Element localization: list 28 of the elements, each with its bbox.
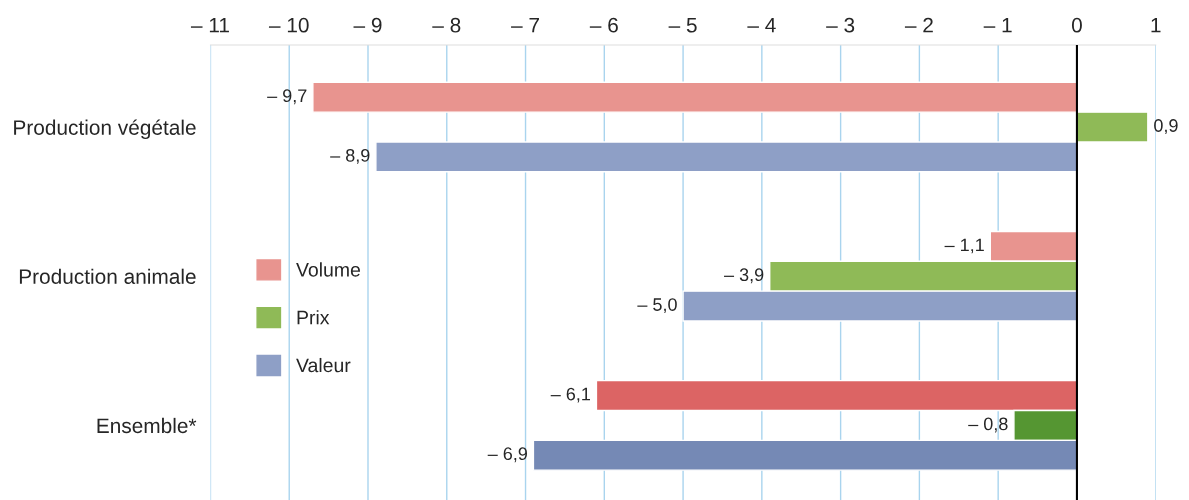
y-tick-label: Ensemble* [97,417,197,434]
x-tick-label: – 2 [904,17,933,33]
data-label: – 6,1 [550,387,590,403]
data-label: – 6,9 [487,447,528,463]
x-tick-label: – 10 [268,17,309,33]
data-label: – 1,1 [944,238,984,254]
x-tick-label: – 6 [589,17,618,33]
y-tick-label: Production végétale [14,119,196,140]
x-tick-label: – 4 [747,18,776,33]
legend-label: Prix [297,310,330,325]
legend-label: Volume [296,262,360,277]
x-tick-label: – 8 [432,17,461,33]
legend-label: Valeur [296,357,351,373]
y-tick-label: Production animale [19,268,196,284]
data-label: – 5,0 [637,298,677,314]
data-label: – 9,7 [267,89,307,105]
data-label: – 3,9 [724,268,764,284]
x-tick-label: – 1 [983,18,1012,33]
x-tick-label: 0 [1071,17,1082,33]
x-tick-label: – 5 [668,18,697,33]
x-tick-label: – 7 [511,18,539,33]
data-label: 0,9 [1154,119,1178,135]
x-tick-label: – 11 [190,18,229,33]
data-label: – 0,8 [968,417,1008,433]
x-tick-label: 1 [1151,18,1161,33]
x-tick-label: – 9 [353,17,382,33]
data-label: – 8,9 [330,148,370,164]
x-tick-label: – 3 [826,17,855,33]
